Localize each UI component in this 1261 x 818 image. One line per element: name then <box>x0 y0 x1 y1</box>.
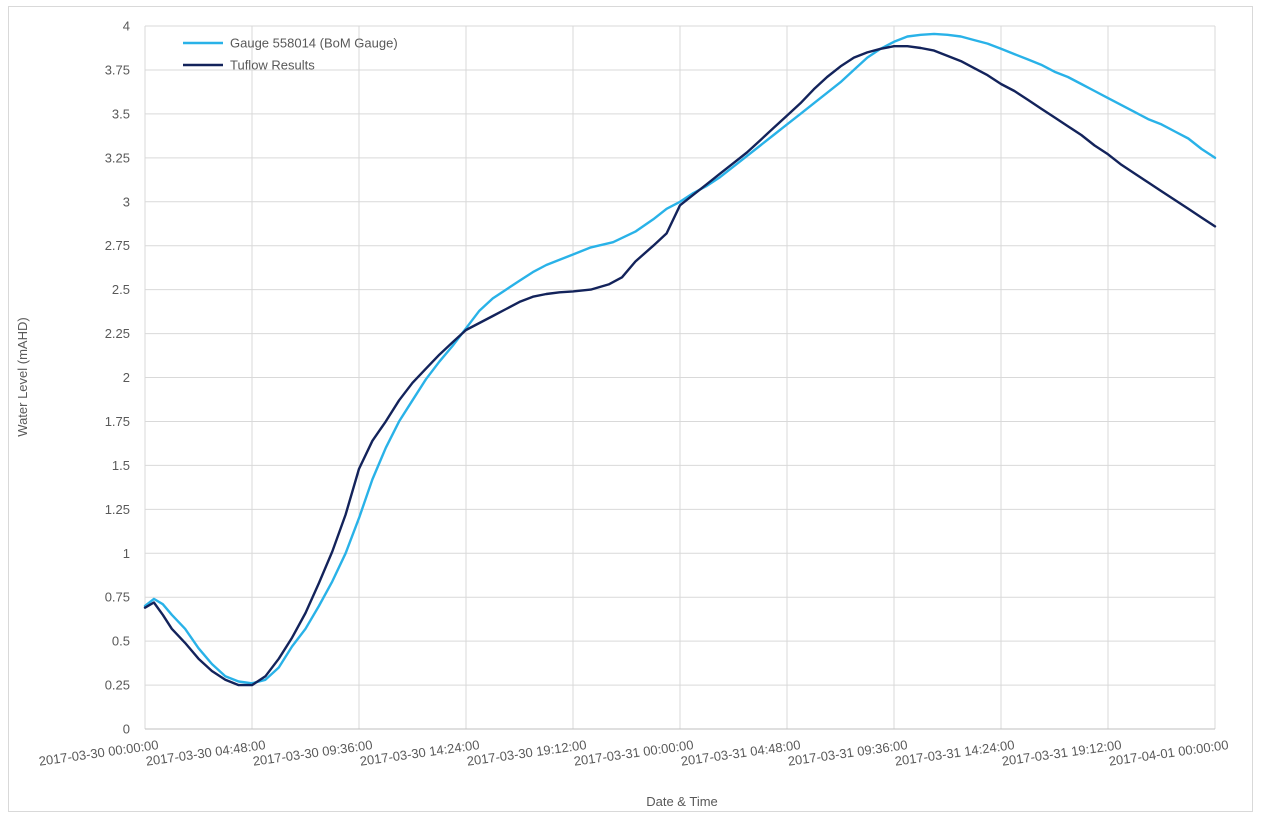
axis-layer: 0 0.25 0.5 0.75 1 1.25 1.5 1.75 2 2.25 2.5 2.75 3 3.2… <box>38 19 1230 769</box>
legend-label-gauge: Gauge 558014 (BoM Gauge) <box>230 36 398 51</box>
y-tick-label: 2 <box>123 370 130 385</box>
y-tick-label: 1 <box>123 546 130 561</box>
y-tick-label: 2.5 <box>112 282 130 297</box>
y-tick-label: 0 <box>123 722 130 737</box>
x-tick-label: 2017-03-30 19:12:00 <box>466 737 588 769</box>
x-tick-label: 2017-03-31 19:12:00 <box>1001 737 1123 769</box>
y-tick-label: 0.75 <box>105 590 130 605</box>
grid-layer <box>144 25 1216 730</box>
y-tick-label: 0.25 <box>105 678 130 693</box>
y-tick-label: 3.25 <box>105 150 130 165</box>
chart-frame <box>8 6 1253 812</box>
x-tick-label: 2017-03-31 09:36:00 <box>787 737 909 769</box>
legend: Gauge 558014 (BoM Gauge) Tuflow Results <box>183 36 398 73</box>
y-axis-title: Water Level (mAHD) <box>15 317 30 436</box>
x-tick-label: 2017-03-31 14:24:00 <box>894 737 1016 769</box>
x-tick-label: 2017-04-01 00:00:00 <box>1108 737 1230 769</box>
y-tick-label: 1.75 <box>105 414 130 429</box>
y-tick-label: 1.5 <box>112 458 130 473</box>
x-tick-label: 2017-03-31 00:00:00 <box>573 737 695 769</box>
y-tick-label: 3.75 <box>105 62 130 77</box>
x-tick-label: 2017-03-30 00:00:00 <box>38 737 160 769</box>
legend-label-tuflow: Tuflow Results <box>230 58 315 73</box>
x-tick-label: 2017-03-30 04:48:00 <box>145 737 267 769</box>
x-tick-label: 2017-03-31 04:48:00 <box>680 737 802 769</box>
series-layer <box>143 32 1217 687</box>
y-tick-label: 2.75 <box>105 238 130 253</box>
y-tick-label: 4 <box>123 19 130 34</box>
x-tick-label: 2017-03-30 14:24:00 <box>359 737 481 769</box>
x-axis-title: Date & Time <box>646 794 718 809</box>
y-tick-label: 3 <box>123 194 130 209</box>
series-line-gauge <box>143 32 1217 685</box>
y-tick-label: 0.5 <box>112 634 130 649</box>
y-tick-label: 1.25 <box>105 502 130 517</box>
y-tick-label: 3.5 <box>112 106 130 121</box>
x-tick-label: 2017-03-30 09:36:00 <box>252 737 374 769</box>
series-line-tuflow <box>143 45 1217 687</box>
y-tick-label: 2.25 <box>105 326 130 341</box>
